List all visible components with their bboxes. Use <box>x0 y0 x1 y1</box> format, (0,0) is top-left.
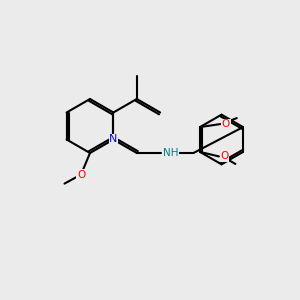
Text: O: O <box>222 119 230 129</box>
Text: O: O <box>77 169 85 180</box>
Text: NH: NH <box>163 148 178 158</box>
Text: N: N <box>109 134 118 145</box>
Text: O: O <box>220 152 229 161</box>
